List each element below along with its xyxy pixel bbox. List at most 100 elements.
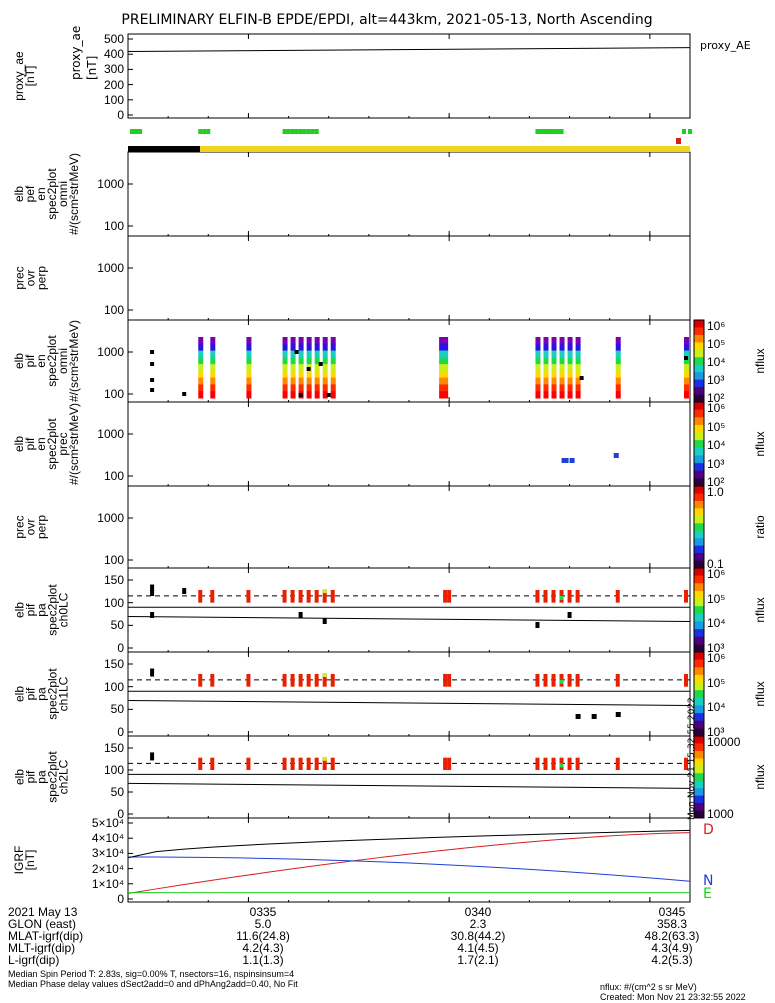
epdi-omni-burst-cell [306,384,312,392]
epdi-omni-burst-cell [246,391,252,399]
pa-ch1-burst [551,673,556,687]
epdi-omni-burst-cell [314,384,320,392]
epdi-omni-burst-cell [535,364,541,372]
pa-ch1-burst [330,673,335,687]
pa_ch0-ytick-label: 50 [110,618,124,633]
epdi-omni-dark-pixel [150,350,155,354]
epdi-omni-burst-cell [314,343,320,352]
igrf-ytick-label: 3×10⁴ [91,846,124,861]
pa_ch2-colorbar-tick: 1000 [707,807,734,821]
epdi_ratio-colorbar-cell [694,530,704,539]
science-zone-marker [547,129,552,134]
epdi_ratio-ylabel-line: perp [34,514,48,540]
epdi-omni-burst-cell [559,384,565,392]
pa-ch2-burst [543,757,548,770]
epdi-omni-burst-cell [551,364,557,372]
epdi-omni-burst-cell [439,350,445,358]
epdi-omni-burst-cell [559,377,565,385]
footer-cell: MLT-igrf(dip) [8,941,76,955]
epdi-omni-burst-cell [322,350,328,358]
epdi-omni-burst-cell [210,357,216,365]
pa-ch2-burst [443,757,448,770]
pa-ch1-burst [246,673,251,687]
pa-ch2-burst [290,757,295,770]
epdi-prec-point [563,458,569,463]
epdi_omni-colorbar-tick: 10⁴ [707,355,726,369]
pa_ch2-ytick-label: 50 [110,785,124,799]
epdi-omni-burst-cell [314,391,320,399]
science-zone-marker [555,129,560,134]
footer-cell: 4.2(4.3) [242,941,284,955]
epdi_omni-colorbar-cell [694,342,704,351]
epdi-omni-burst-cell [683,350,689,358]
epdi-omni-burst-cell [543,377,549,385]
epdi_ratio-colorbar-cell [694,515,704,524]
pa-ch2-burst [567,757,572,770]
epdi-omni-burst-cell [683,364,689,372]
epdi-omni-burst-cell [575,337,581,345]
epdi_ratio-colorbar-cell [694,486,704,494]
epdi-omni-burst-cell [443,343,449,352]
plot-title: PRELIMINARY ELFIN-B EPDE/EPDI, alt=443km… [121,12,652,28]
pa-ch1-burst-hi [559,679,564,684]
epdi-omni-burst-cell [330,370,336,379]
epdi-omni-burst-cell [443,357,449,365]
pa-ch0-dark-pixel [567,612,572,618]
igrf-ytick-label: 4×10⁴ [91,831,124,846]
epdi-omni-burst-cell [282,370,288,379]
epdi_omni-colorbar-cell [694,394,704,403]
pa_ch2-colorbar-frame [693,735,705,819]
epde_omni-ytick-label: 100 [103,219,124,233]
science-zone-marker [138,129,143,134]
spin-phase-bar-black [128,146,200,152]
epdi-omni-burst-cell [559,337,565,345]
pa-ch1-burst [543,673,548,687]
epdi-omni-burst-cell [322,370,328,379]
nflux-units: nflux: #/(cm^2 s sr MeV) [600,982,697,992]
epdi-omni-burst-cell [535,377,541,385]
pa_ch0-colorbar-tick: 10³ [707,641,725,655]
epdi_ratio-ytick-label: 100 [103,553,124,567]
epdi_omni-colorbar-label: nflux [753,348,767,374]
science-zone-marker [688,129,692,134]
epdi-omni-burst-cell [298,350,304,358]
pa_ch2-colorbar-cell [694,810,704,819]
epdi_omni-colorbar-cell [694,357,704,366]
proxy-ae-series-line [127,47,691,52]
pa_ch1-colorbar-cell [694,705,704,714]
footer-cell: GLON (east) [8,917,77,931]
pa-ch0-dark-pixel [150,612,155,618]
science-zone-marker [539,129,544,134]
pa_ch1-ytick-label: 150 [103,657,124,671]
pa-ch0-burst [543,589,548,603]
epdi-prec-point [569,458,575,463]
epdi_prec-colorbar-cell [694,478,704,487]
pa-ch2-burst [447,757,452,770]
epdi-omni-burst-cell [246,384,252,392]
pa_ch0-ytick-label: 150 [103,573,124,587]
pa-ch2-burst [246,757,251,770]
epdi-omni-burst-cell [567,357,573,365]
epdi-omni-burst-cell [567,343,573,352]
pa-ch2-burst-hi [322,756,327,761]
epdi_omni-colorbar-cell [694,372,704,381]
epdi-omni-burst-cell [535,350,541,358]
footer-cell: 11.6(24.8) [236,929,290,943]
epdi-omni-burst-cell [290,350,296,358]
pa-ch2-antiloss-cone-line [127,782,691,789]
epdi_ratio-colorbar-cell [694,500,704,509]
pa-ch0-dark-pixel [182,588,187,594]
science-zone-marker [681,129,686,134]
pa_ch2-colorbar-cell [694,758,704,767]
epdi-omni-burst-cell [575,357,581,365]
pa-ch1-burst [443,673,448,687]
epde_ratio-ylabel-line: perp [34,265,48,291]
footer-cell: 0345 [658,905,686,919]
epdi-omni-burst-cell [322,377,328,385]
footer-cell: 0335 [249,905,277,919]
science-zone-marker [543,129,548,134]
epdi-omni-burst-cell [298,384,304,392]
epdi-omni-burst-cell [551,391,557,399]
epdi-omni-burst-cell [246,370,252,379]
epdi_ratio-colorbar-cell [694,538,704,547]
